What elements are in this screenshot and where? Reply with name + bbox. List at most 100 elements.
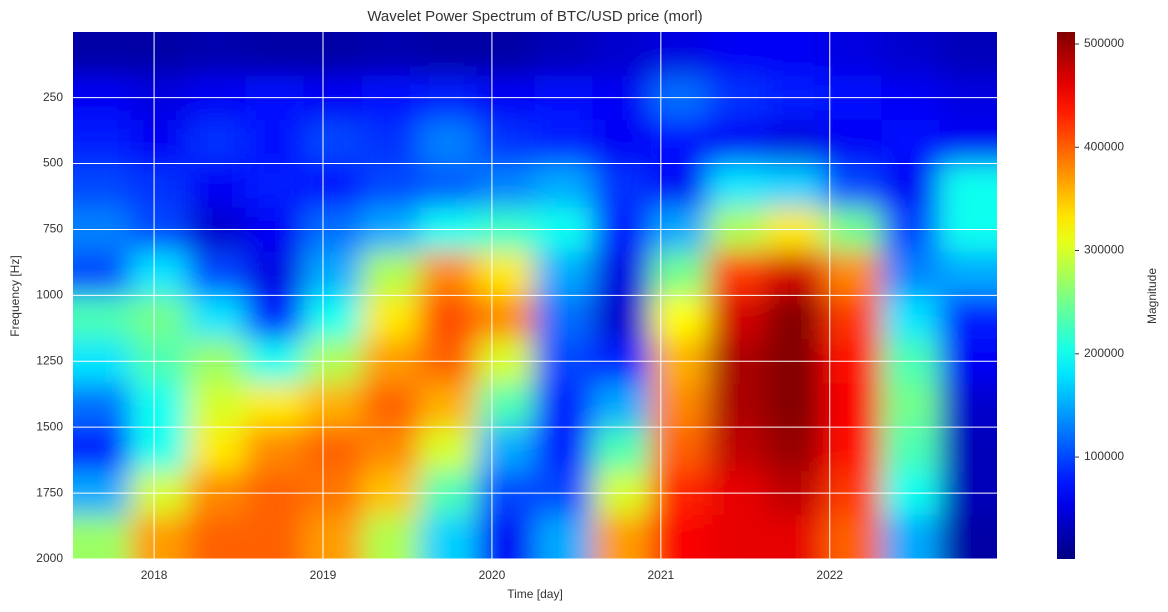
heatmap-cell [187,119,246,165]
y-tick-label: 1250 [36,353,63,367]
heatmap-cell [361,119,420,165]
heatmap-cell [187,383,246,428]
heatmap-cell [361,427,420,472]
heatmap-cell [708,32,767,77]
heatmap-cell [881,119,941,165]
x-tick-label: 2019 [310,568,337,582]
heatmap-cell [939,163,997,208]
heatmap-cell [73,251,131,296]
heatmap-cell [765,251,824,296]
colorbar-tick-label: 100000 [1084,449,1124,463]
heatmap-cell [361,163,420,208]
heatmap-cell [361,383,420,428]
heatmap-cell [765,427,824,472]
heatmap-cell [419,383,478,428]
heatmap-cell [823,163,882,208]
heatmap-cell [823,32,882,77]
heatmap-cell [708,251,767,296]
heatmap-cell [765,32,824,77]
heatmap-cell [361,32,420,77]
heatmap-cell [765,515,824,559]
heatmap-cell [245,515,305,559]
heatmap-cell [765,163,824,208]
heatmap-cell [650,427,709,472]
heatmap-cell [361,515,420,559]
heatmap-cell [303,295,363,340]
heatmap-cell [73,163,131,208]
heatmap-cell [534,295,593,340]
heatmap-cell [419,32,478,77]
heatmap-cell [303,427,363,472]
heatmap-cell [650,251,709,296]
heatmap-cell [303,515,363,559]
heatmap-cell [650,119,709,165]
colorbar [1057,32,1075,559]
heatmap-cell [823,295,882,340]
heatmap-cell [708,383,767,428]
colorbar-tick-label: 500000 [1084,36,1124,50]
heatmap-cell [187,427,246,472]
heatmap-cell [476,295,535,340]
heatmap-cell [245,295,305,340]
heatmap-cell [245,427,305,472]
heatmap-cell [823,119,882,165]
heatmap-cell [73,515,131,559]
heatmap-cell [419,163,478,208]
heatmap-cell [361,295,420,340]
y-tick-label: 750 [43,222,63,236]
colorbar-tick-label: 300000 [1084,243,1124,257]
y-tick-label: 250 [43,90,63,104]
heatmap-cell [708,515,767,559]
heatmap-cell [476,163,535,208]
heatmap-cell [534,119,593,165]
heatmap-cell [245,119,305,165]
heatmap-cell [823,383,882,428]
heatmap-cell [130,32,189,77]
heatmap [73,32,997,559]
heatmap-cell [939,515,997,559]
heatmap-cell [592,515,652,559]
heatmap-cell [534,427,593,472]
heatmap-cell [73,427,131,472]
heatmap-cell [534,515,593,559]
heatmap-cell [187,32,246,77]
heatmap-cell [187,251,246,296]
heatmap-cell [939,251,997,296]
heatmap-cell [245,251,305,296]
heatmap-cell [419,119,478,165]
y-tick-label: 1750 [36,485,63,499]
heatmap-cell [130,119,189,165]
y-tick-label: 1500 [36,419,63,433]
heatmap-cell [130,427,189,472]
heatmap-cell [73,295,131,340]
heatmap-cell [650,515,709,559]
heatmap-cell [650,295,709,340]
heatmap-cell [476,32,535,77]
heatmap-cell [765,383,824,428]
heatmap-cell [130,163,189,208]
heatmap-cell [708,295,767,340]
heatmap-cell [592,119,652,165]
heatmap-cell [476,383,535,428]
y-axis-label: Frequency [Hz] [8,255,22,336]
heatmap-cell [592,427,652,472]
y-tick-label: 2000 [36,551,63,565]
heatmap-cell [245,163,305,208]
heatmap-cell [73,119,131,165]
heatmap-cell [881,163,941,208]
heatmap-cell [592,295,652,340]
heatmap-cell [303,119,363,165]
heatmap-cells [73,32,997,559]
heatmap-cell [592,383,652,428]
colorbar-label: Magnitude [1145,268,1159,324]
heatmap-cell [130,295,189,340]
heatmap-cell [881,251,941,296]
heatmap-cell [419,515,478,559]
heatmap-cell [939,383,997,428]
heatmap-cell [534,163,593,208]
heatmap-cell [303,163,363,208]
heatmap-cell [534,251,593,296]
heatmap-cell [881,295,941,340]
heatmap-cell [419,251,478,296]
